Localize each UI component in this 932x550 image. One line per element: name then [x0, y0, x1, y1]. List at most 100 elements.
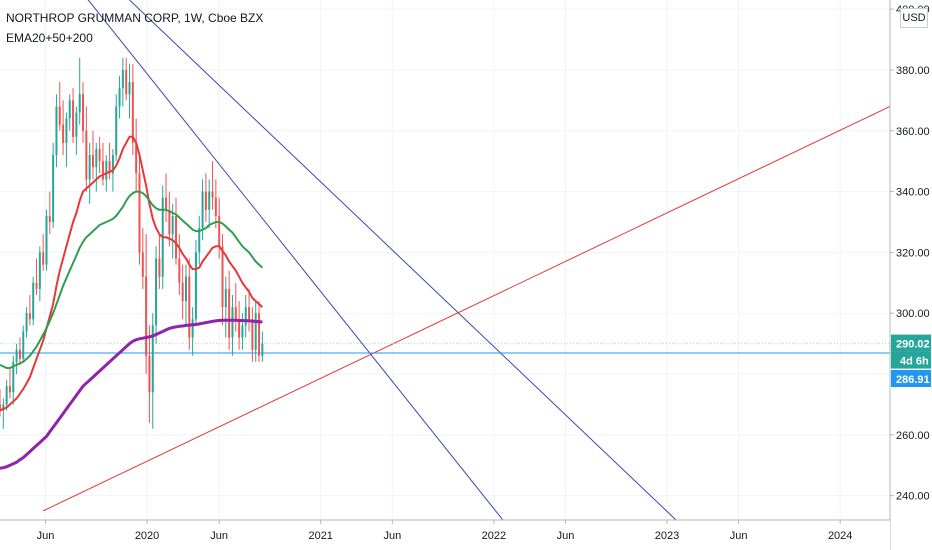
candle-body: [8, 386, 11, 393]
candle-body: [128, 82, 131, 95]
currency-label[interactable]: USD: [900, 8, 928, 28]
ema-line-ema50: [0, 190, 264, 369]
candle-body: [2, 404, 5, 411]
candle-body: [201, 191, 204, 229]
candle-body: [204, 191, 207, 210]
candle-body: [15, 349, 18, 362]
candle-body: [178, 258, 181, 283]
candles: [0, 57, 264, 429]
candle-body: [138, 173, 141, 253]
price-axis: [890, 0, 932, 550]
candle-body: [58, 106, 61, 125]
candle-body: [261, 343, 264, 356]
candle-body: [68, 100, 71, 119]
trendline: [42, 105, 891, 512]
candle-body: [121, 69, 124, 89]
trendlines: [42, 0, 891, 521]
x-tick-label: 2020: [135, 530, 159, 542]
candle-body: [82, 94, 85, 131]
candle-body: [22, 331, 25, 359]
candle-body: [155, 258, 158, 326]
candle-body: [45, 215, 48, 265]
candle-body: [151, 325, 154, 393]
x-tick-label: Jun: [37, 530, 55, 542]
candle-body: [145, 276, 148, 356]
candle-body: [18, 349, 21, 359]
candle-body: [32, 282, 35, 320]
trendline: [129, 0, 677, 521]
x-tick-label: Jun: [730, 530, 748, 542]
x-tick-label: 2023: [655, 530, 679, 542]
countdown-badge: [891, 351, 931, 369]
last-price-text: 290.02: [896, 339, 930, 351]
candle-body: [42, 252, 45, 265]
candle-body: [158, 258, 161, 277]
candle-body: [52, 155, 55, 222]
last-price-badge: [891, 334, 931, 352]
candle-body: [25, 313, 28, 332]
candle-body: [95, 149, 98, 168]
candle-body: [181, 282, 184, 302]
indicator-label: EMA20+50+200: [6, 31, 93, 45]
candle-body: [184, 276, 187, 302]
candle-body: [221, 246, 224, 308]
candle-body: [55, 106, 58, 156]
candle-body: [131, 82, 134, 143]
candle-body: [125, 69, 128, 95]
time-axis: [0, 520, 890, 550]
candle-body: [211, 191, 214, 198]
candle-body: [241, 325, 244, 338]
trendline: [87, 0, 504, 521]
x-tick-label: Jun: [557, 530, 575, 542]
horizontal-lines: [0, 343, 890, 354]
candle-body: [28, 313, 31, 320]
ema-line-ema20: [0, 135, 264, 412]
candle-body: [214, 197, 217, 216]
candle-body: [118, 88, 121, 107]
candle-body: [78, 94, 81, 113]
candle-body: [148, 355, 151, 393]
y-tick-label: 380.00: [896, 65, 930, 77]
candle-body: [224, 288, 227, 308]
candle-body: [198, 228, 201, 253]
candle-body: [248, 307, 251, 320]
x-tick-label: 2021: [308, 530, 332, 542]
line-price-badge: [891, 370, 931, 388]
candle-body: [12, 361, 15, 393]
candle-body: [168, 209, 171, 235]
candle-body: [111, 155, 114, 174]
x-tick-label: 2024: [828, 530, 852, 542]
candle-body: [191, 319, 194, 338]
candle-body: [165, 197, 168, 210]
candle-body: [35, 282, 38, 289]
y-tick-label: 240.00: [896, 491, 930, 503]
candle-body: [38, 252, 41, 289]
symbol-title: NORTHROP GRUMMAN CORP, 1W, Cboe BZX: [6, 11, 264, 25]
y-tick-label: 340.00: [896, 187, 930, 199]
candle-body: [244, 307, 247, 326]
candle-body: [194, 252, 197, 320]
candle-body: [135, 142, 138, 174]
candle-body: [88, 155, 91, 180]
candle-body: [141, 252, 144, 277]
candle-body: [208, 191, 211, 210]
candle-body: [234, 307, 237, 320]
chart-legend: NORTHROP GRUMMAN CORP, 1W, Cboe BZX EMA2…: [6, 8, 263, 48]
candle-body: [48, 215, 51, 222]
y-tick-label: 360.00: [896, 126, 930, 138]
x-tick-label: Jun: [383, 530, 401, 542]
candle-body: [115, 106, 118, 156]
candle-body: [85, 130, 88, 180]
candle-body: [5, 386, 8, 405]
candle-body: [228, 288, 231, 338]
candle-body: [108, 161, 111, 174]
candle-body: [105, 161, 108, 180]
candle-body: [98, 149, 101, 162]
countdown-text: 4d 6h: [900, 356, 929, 368]
ema-lines: [0, 135, 264, 470]
y-tick-label: 300.00: [896, 308, 930, 320]
x-tick-label: Jun: [210, 530, 228, 542]
candle-body: [62, 124, 65, 143]
candle-body: [218, 215, 221, 247]
